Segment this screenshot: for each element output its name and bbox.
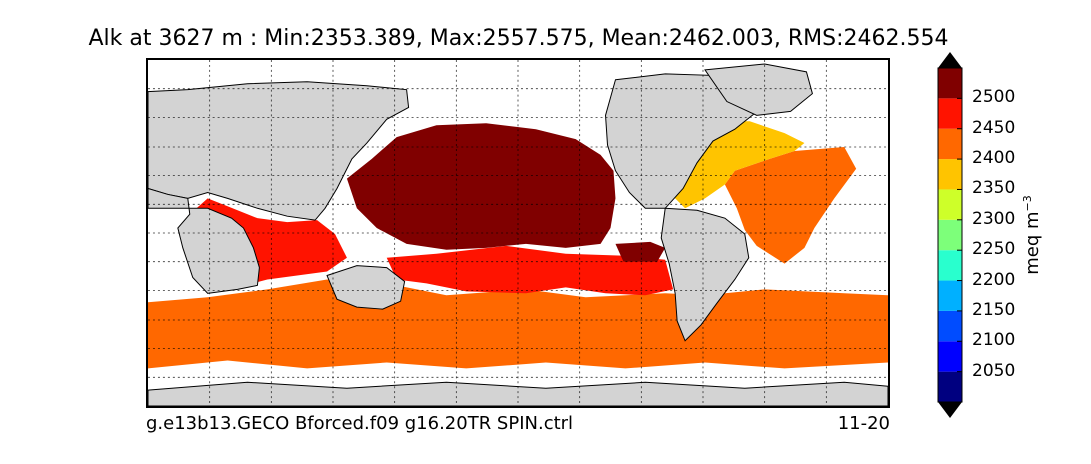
landmass-africa bbox=[148, 187, 260, 294]
colorbar-extend-max bbox=[938, 52, 962, 68]
colorbar-segment bbox=[938, 250, 962, 281]
unit-base: meq m bbox=[1022, 211, 1043, 275]
colorbar-tick: 2300 bbox=[972, 208, 1016, 229]
colorbar-tick: 2500 bbox=[972, 87, 1016, 108]
colorbar-segment bbox=[938, 341, 962, 372]
colorbar bbox=[937, 52, 963, 418]
colorbar-segment bbox=[938, 98, 962, 129]
atlantic-ocean bbox=[724, 146, 857, 264]
colorbar-frame bbox=[937, 67, 963, 403]
colorbar-segment bbox=[938, 128, 962, 160]
period-label: 11-20 bbox=[837, 413, 890, 434]
colorbar-extend-min bbox=[938, 402, 962, 418]
unit-exponent: −3 bbox=[1021, 195, 1034, 212]
colorbar-segment bbox=[938, 189, 962, 220]
colorbar-tick: 2350 bbox=[972, 178, 1016, 199]
landmass-south-america bbox=[660, 207, 750, 342]
colorbar-tick: 2250 bbox=[972, 239, 1016, 260]
south-pacific bbox=[386, 245, 674, 296]
peru-basin bbox=[615, 241, 666, 262]
colorbar-tick: 2100 bbox=[972, 330, 1016, 351]
colorbar-tick: 2150 bbox=[972, 299, 1016, 320]
colorbar-segment bbox=[938, 310, 962, 342]
colorbar-tick: 2400 bbox=[972, 148, 1016, 169]
land-masses bbox=[148, 63, 888, 406]
landmass-greenland bbox=[704, 63, 813, 116]
landmass-europe-asia bbox=[148, 81, 410, 221]
colorbar-tick: 2450 bbox=[972, 117, 1016, 138]
colorbar-tick: 2050 bbox=[972, 360, 1016, 381]
north-pacific-core bbox=[346, 123, 616, 250]
colorbar-segment bbox=[938, 371, 962, 402]
colorbar-segment bbox=[938, 68, 962, 99]
graticule bbox=[148, 60, 888, 406]
map-canvas bbox=[148, 60, 888, 406]
landmass-australia bbox=[326, 265, 406, 310]
map-panel bbox=[146, 58, 890, 408]
colorbar-tick: 2200 bbox=[972, 269, 1016, 290]
colorbar-segment bbox=[938, 219, 962, 251]
colorbar-unit-label: meq m−3 bbox=[1021, 195, 1043, 275]
colorbar-segment bbox=[938, 280, 962, 311]
run-name-label: g.e13b13.GECO Bforced.f09 g16.20TR SPIN.… bbox=[146, 413, 574, 434]
colorbar-segment bbox=[938, 159, 962, 190]
map-title: Alk at 3627 m : Min:2353.389, Max:2557.5… bbox=[88, 26, 949, 51]
